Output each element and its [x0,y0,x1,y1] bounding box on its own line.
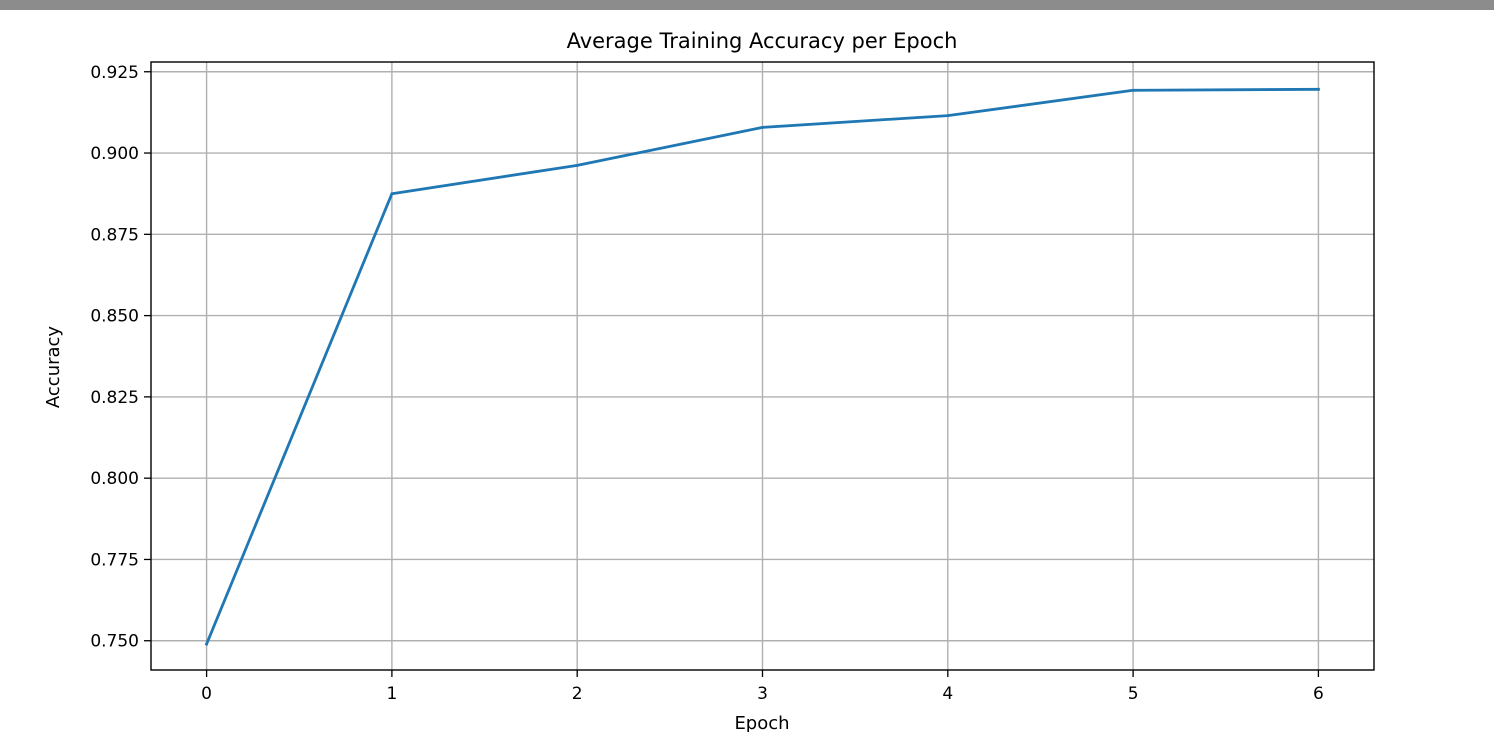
x-tick-label: 5 [1128,684,1139,704]
axis-ticks: 0 1 2 3 4 5 6 0.750 0.775 0.800 0.825 0.850 0.875 0.9… [90,63,1323,704]
y-tick-label: 0.925 [90,63,139,83]
data-point [1317,87,1320,91]
data-point [390,192,394,196]
y-tick-label: 0.850 [90,307,139,327]
data-point [205,642,208,646]
y-axis-title: Accuracy [43,326,64,409]
x-tick-label: 0 [201,684,212,704]
y-tick-label: 0.775 [90,550,139,570]
top-border-bar [0,0,1494,10]
y-tick-label: 0.800 [90,469,139,489]
x-tick-label: 1 [386,684,397,704]
y-tick-label: 0.825 [90,388,139,408]
data-point [575,163,579,167]
chart-background [0,10,1494,732]
data-point [1131,88,1135,92]
data-point [946,114,950,118]
x-tick-label: 2 [572,684,583,704]
data-point [761,125,764,129]
x-tick-label: 3 [757,684,768,704]
y-tick-label: 0.900 [90,144,139,164]
x-tick-label: 6 [1313,684,1324,704]
chart-title: Average Training Accuracy per Epoch [567,29,958,53]
x-tick-label: 4 [942,684,953,704]
y-tick-label: 0.875 [90,225,139,245]
series-group [204,87,1320,646]
y-tick-label: 0.750 [90,632,139,652]
grid-lines [151,62,1374,670]
x-axis-title: Epoch [734,713,789,732]
